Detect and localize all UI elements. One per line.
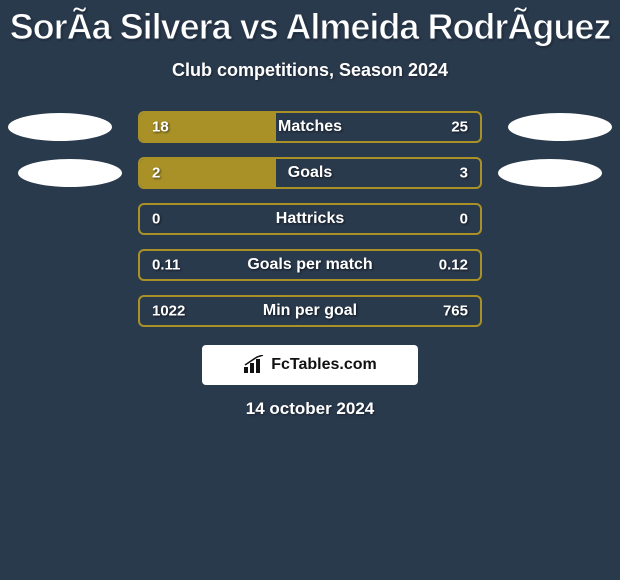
date-text: 14 october 2024 [246,399,375,419]
stat-bar: 18 Matches 25 [138,111,482,143]
stat-label: Goals per match [247,256,372,274]
stat-value-right: 25 [451,119,468,136]
stat-value-left: 2 [152,165,160,182]
stat-label: Goals [288,164,332,182]
stat-row: 1022 Min per goal 765 [0,295,620,327]
ellipse-left [8,113,112,141]
page-subtitle: Club competitions, Season 2024 [172,60,448,81]
stat-value-right: 0 [460,211,468,228]
ellipse-left [18,159,122,187]
ellipse-right [498,159,602,187]
bar-fill-left [140,159,276,187]
stat-row: 0 Hattricks 0 [0,203,620,235]
stat-value-right: 0.12 [439,257,468,274]
stat-value-left: 0 [152,211,160,228]
logo-text: FcTables.com [271,356,377,374]
stat-value-right: 765 [443,303,468,320]
stat-value-left: 1022 [152,303,185,320]
stat-value-right: 3 [460,165,468,182]
chart-icon [243,355,267,375]
stat-label: Min per goal [263,302,357,320]
stats-container: 18 Matches 25 2 Goals 3 0 Hattricks 0 0.11 Goals p… [0,111,620,327]
stat-bar: 2 Goals 3 [138,157,482,189]
stat-row: 0.11 Goals per match 0.12 [0,249,620,281]
stat-label: Matches [278,118,342,136]
stat-value-left: 0.11 [152,257,180,274]
stat-bar: 1022 Min per goal 765 [138,295,482,327]
ellipse-right [508,113,612,141]
stat-bar: 0 Hattricks 0 [138,203,482,235]
logo-box[interactable]: FcTables.com [202,345,418,385]
page-title: SorÃa Silvera vs Almeida RodrÃ­guez [10,6,611,48]
stat-label: Hattricks [276,210,344,228]
stat-row: 2 Goals 3 [0,157,620,189]
stat-bar: 0.11 Goals per match 0.12 [138,249,482,281]
stat-value-left: 18 [152,119,169,136]
stat-row: 18 Matches 25 [0,111,620,143]
